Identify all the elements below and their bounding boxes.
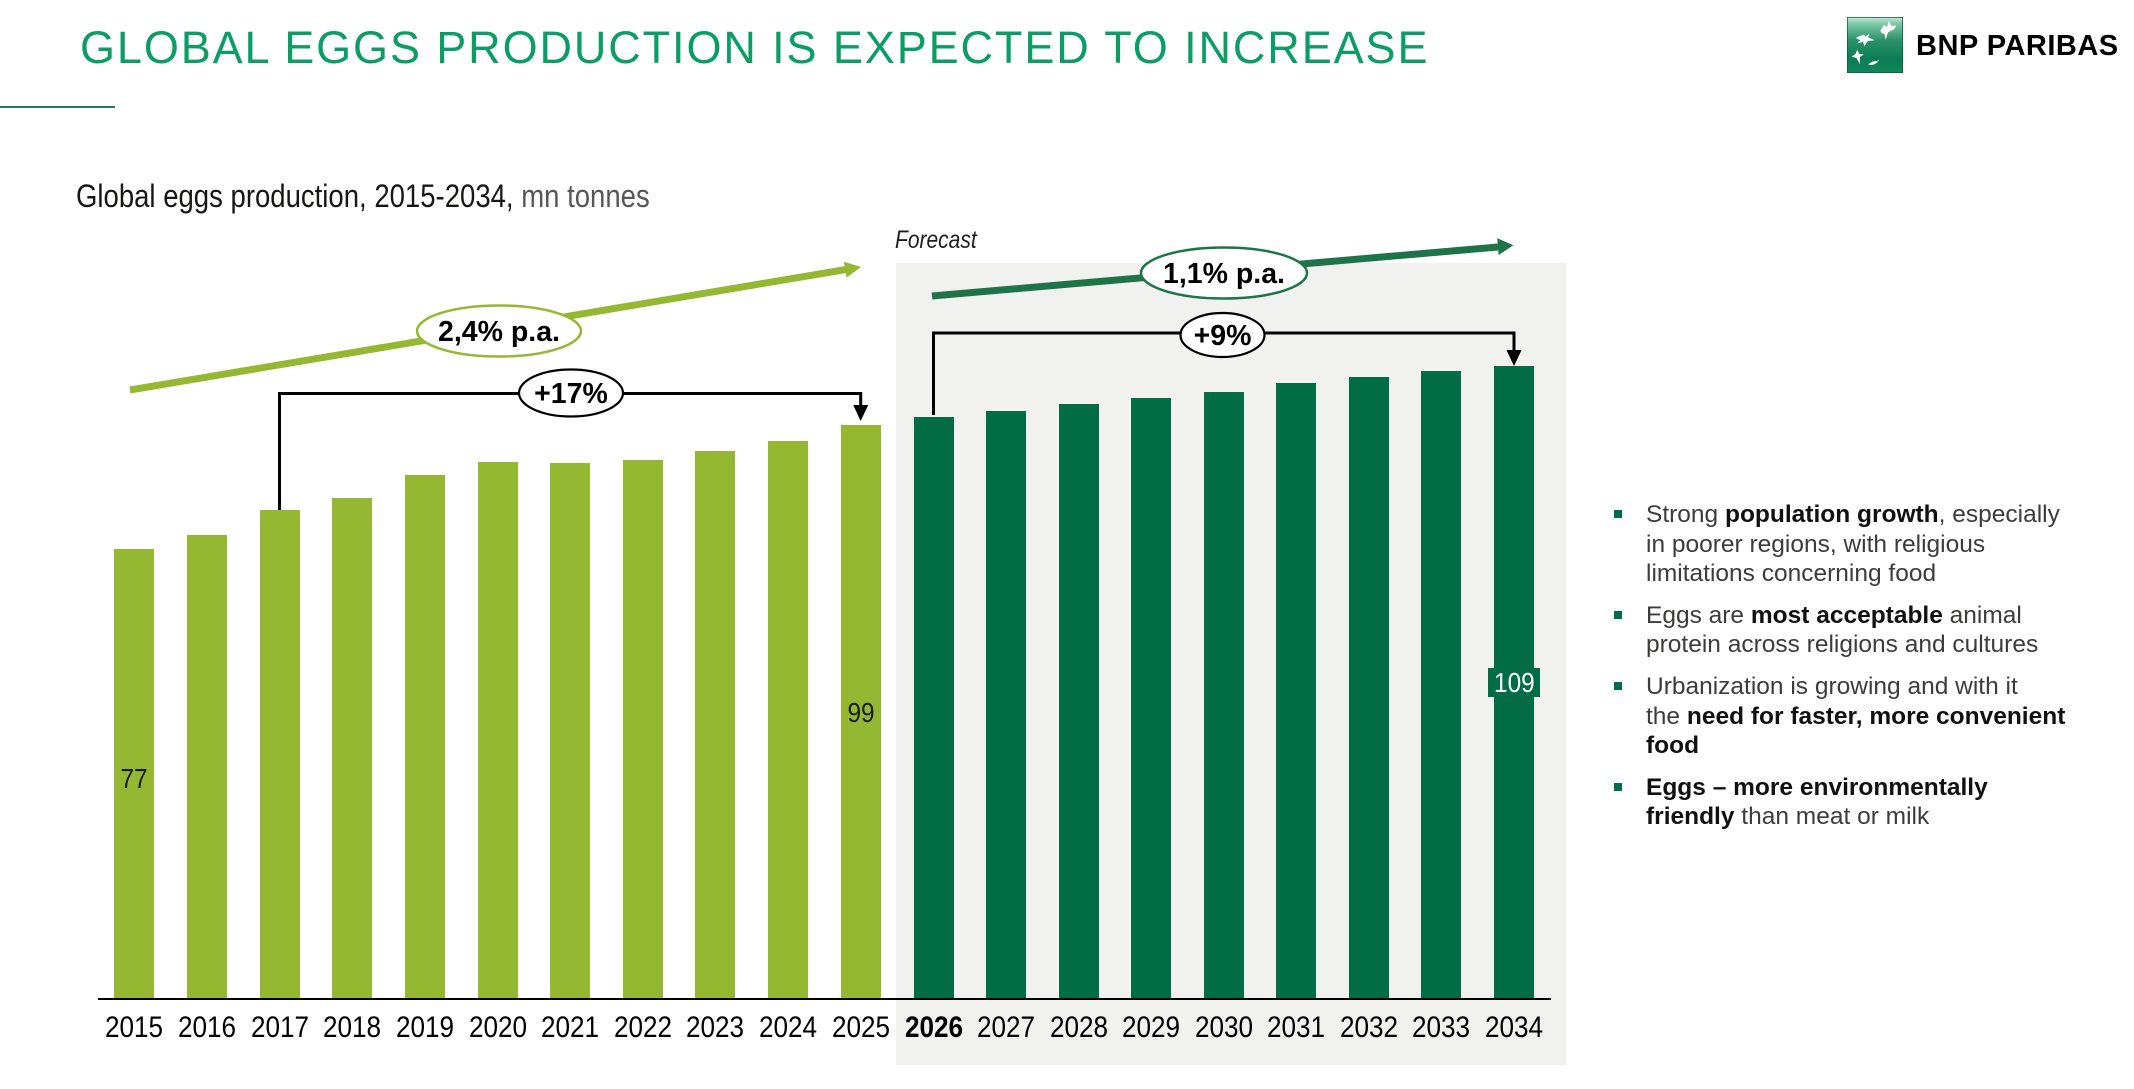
svg-text:+17%: +17% bbox=[534, 378, 608, 410]
svg-text:1,1% p.a.: 1,1% p.a. bbox=[1163, 258, 1285, 290]
svg-text:2,4% p.a.: 2,4% p.a. bbox=[438, 316, 560, 348]
svg-text:+9%: +9% bbox=[1194, 320, 1252, 352]
